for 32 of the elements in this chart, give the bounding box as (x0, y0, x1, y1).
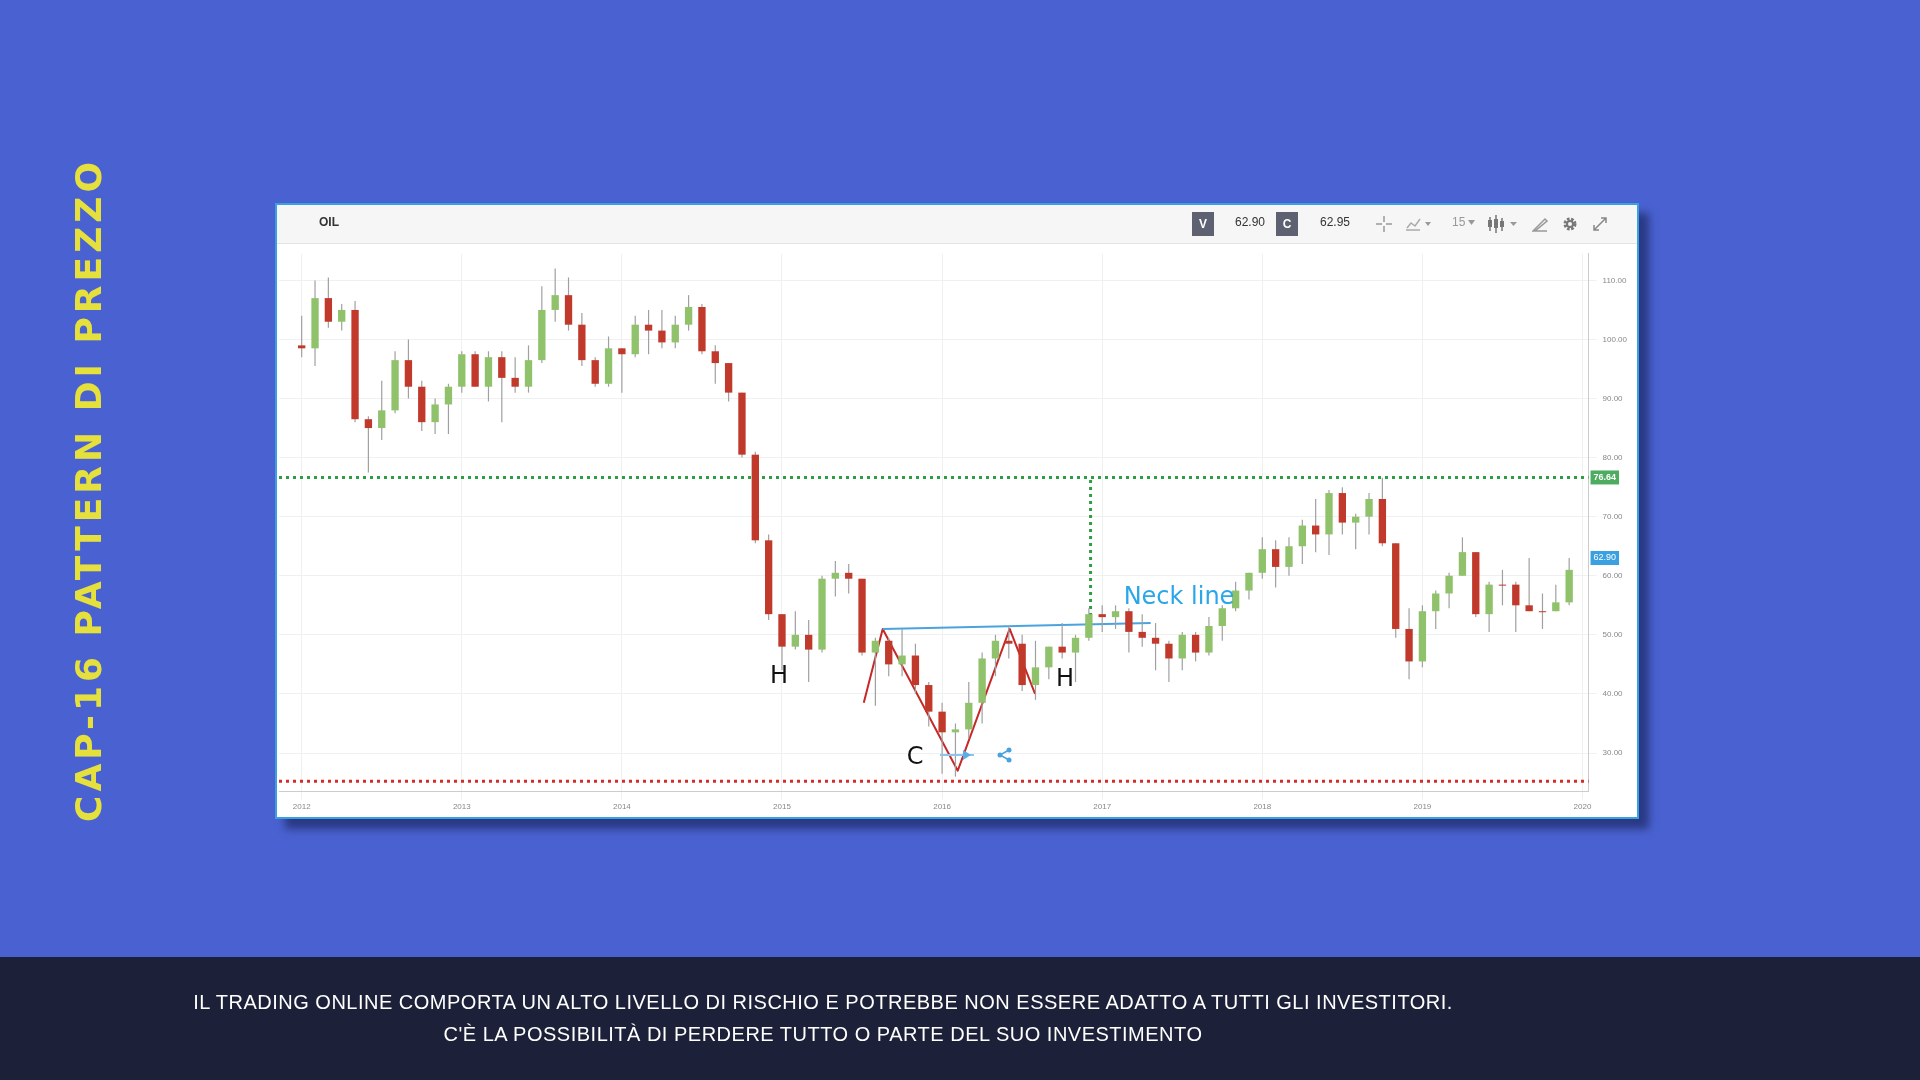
text: C'È LA POSSIBILITÀ DI PERDERE TUTTO O PARTE DEL SUO INVESTIMENTO (443, 1023, 1203, 1046)
text: C (1276, 212, 1298, 236)
y-tick-label: 50.00 (1602, 630, 1624, 640)
annotation: H (1055, 664, 1075, 693)
y-tick-label: 110.00 (1602, 275, 1627, 285)
text: V (1192, 212, 1214, 236)
x-tick-label: 2016 (933, 802, 952, 812)
y-tick-label: 40.00 (1602, 689, 1624, 699)
text: 62.95 (1320, 215, 1351, 229)
annotation: C (906, 742, 924, 771)
y-tick-label: 90.00 (1602, 393, 1624, 403)
x-tick-label: 2012 (292, 802, 312, 812)
chart-subtitle: OIL (319, 215, 339, 229)
x-tick-label: 2020 (1573, 802, 1592, 812)
x-tick-label: 2013 (452, 802, 472, 812)
text: 62.90 (1593, 552, 1617, 563)
x-tick-label: 2019 (1413, 802, 1432, 812)
text: IL TRADING ONLINE COMPORTA UN ALTO LIVELLO DI RISCHIO E POTREBBE NON ESSERE ADATTO A TUTTI GLI INVESTITORI. (193, 991, 1453, 1014)
y-tick-label: 30.00 (1602, 748, 1624, 758)
ref-line-label: 76.64 (1593, 471, 1617, 482)
text: 62.90 (1235, 215, 1266, 229)
x-tick-label: 2017 (1093, 802, 1112, 812)
annotation: H (769, 661, 789, 690)
x-tick-label: 2014 (612, 802, 632, 812)
y-tick-label: 70.00 (1602, 511, 1624, 521)
y-tick-label: 60.00 (1602, 570, 1624, 580)
y-tick-label: 100.00 (1602, 334, 1628, 344)
y-tick-label: 80.00 (1602, 452, 1624, 462)
x-tick-label: 2015 (773, 802, 792, 812)
text: CAP-16 PATTERN DI PREZZO (67, 158, 109, 822)
text: 15 (1452, 215, 1466, 229)
x-tick-label: 2018 (1253, 802, 1272, 812)
